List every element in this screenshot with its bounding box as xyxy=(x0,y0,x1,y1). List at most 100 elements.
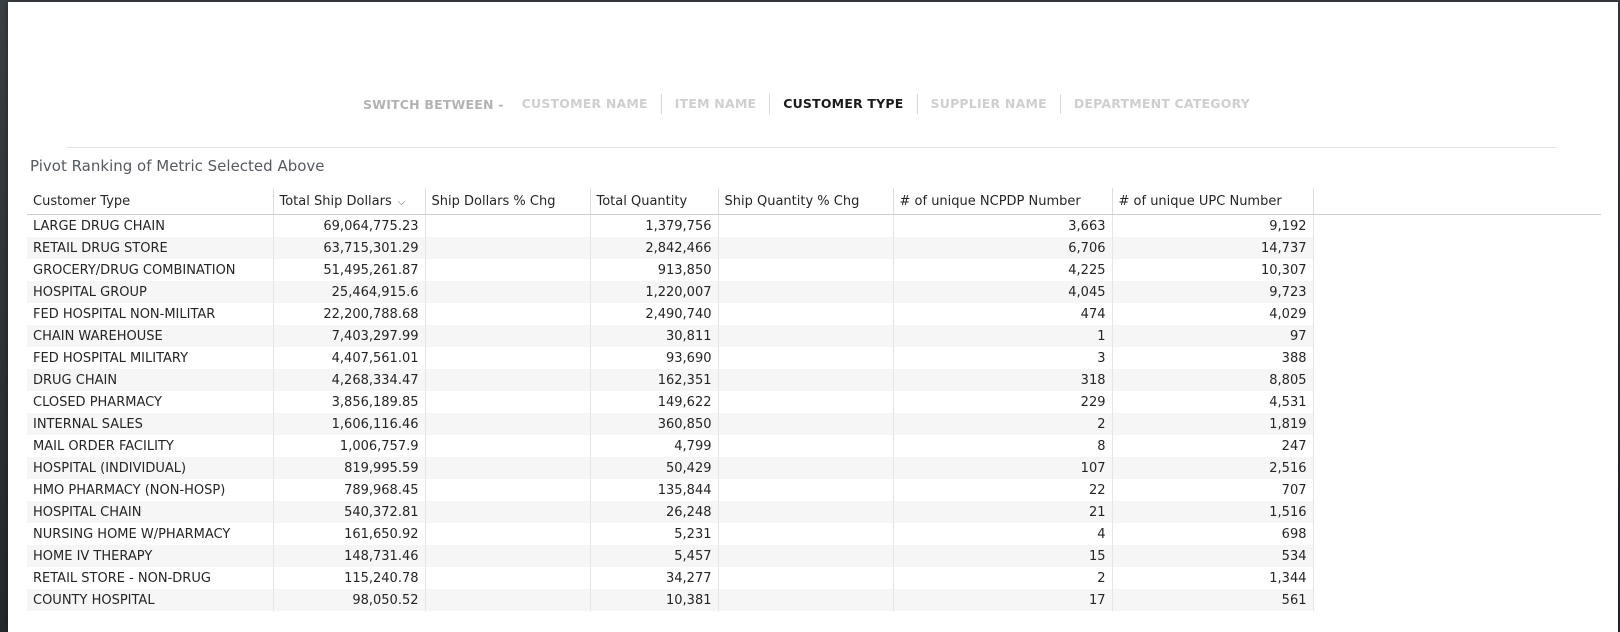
cell-ship-dollars-chg xyxy=(425,214,591,237)
column-header-unique-upc[interactable]: # of unique UPC Number xyxy=(1112,188,1314,215)
cell-unique-upc: 97 xyxy=(1112,325,1314,347)
cell-unique-ncpdp: 2 xyxy=(893,413,1113,435)
cell-customer-type: GROCERY/DRUG COMBINATION xyxy=(27,259,274,281)
cell-unique-ncpdp: 318 xyxy=(893,369,1113,391)
row-filler xyxy=(1313,545,1601,567)
table-body: LARGE DRUG CHAIN 69,064,775.23 1,379,756 3,… xyxy=(27,214,1601,611)
cell-total-quantity: 26,248 xyxy=(590,501,719,523)
cell-unique-ncpdp: 4,045 xyxy=(893,281,1113,303)
cell-unique-upc: 10,307 xyxy=(1112,259,1314,281)
cell-total-ship-dollars: 789,968.45 xyxy=(273,479,426,501)
cell-ship-dollars-chg xyxy=(425,281,591,303)
cell-customer-type: RETAIL DRUG STORE xyxy=(27,237,274,259)
table-row[interactable]: RETAIL STORE - NON-DRUG 115,240.78 34,277 2… xyxy=(27,567,1601,589)
cell-customer-type: MAIL ORDER FACILITY xyxy=(27,435,274,457)
cell-ship-quantity-chg xyxy=(718,567,894,589)
cell-unique-upc: 707 xyxy=(1112,479,1314,501)
table-row[interactable]: FED HOSPITAL MILITARY 4,407,561.01 93,690 3… xyxy=(27,347,1601,369)
cell-unique-ncpdp: 1 xyxy=(893,325,1113,347)
cell-total-quantity: 360,850 xyxy=(590,413,719,435)
tab-item-name[interactable]: ITEM NAME xyxy=(660,94,769,114)
cell-customer-type: DRUG CHAIN xyxy=(27,369,274,391)
cell-ship-dollars-chg xyxy=(425,457,591,479)
cell-ship-dollars-chg xyxy=(425,259,591,281)
tab-department-category[interactable]: DEPARTMENT CATEGORY xyxy=(1059,94,1263,114)
cell-ship-dollars-chg xyxy=(425,347,591,369)
cell-total-quantity: 1,379,756 xyxy=(590,214,719,237)
cell-total-ship-dollars: 98,050.52 xyxy=(273,589,426,611)
cell-total-ship-dollars: 22,200,788.68 xyxy=(273,303,426,325)
pivot-table: Customer Type Total Ship Dollars ⌵ Ship D… xyxy=(27,188,1601,611)
table-row[interactable]: HOSPITAL (INDIVIDUAL) 819,995.59 50,429 107… xyxy=(27,457,1601,479)
tab-customer-type[interactable]: CUSTOMER TYPE xyxy=(769,94,916,114)
cell-ship-dollars-chg xyxy=(425,523,591,545)
chevron-down-icon[interactable]: ⌵ xyxy=(397,196,406,208)
cell-total-quantity: 1,220,007 xyxy=(590,281,719,303)
column-header-total-quantity[interactable]: Total Quantity xyxy=(590,188,719,215)
table-row[interactable]: GROCERY/DRUG COMBINATION 51,495,261.87 913… xyxy=(27,259,1601,281)
table-row[interactable]: DRUG CHAIN 4,268,334.47 162,351 318 8,805 xyxy=(27,369,1601,391)
table-row[interactable]: CHAIN WAREHOUSE 7,403,297.99 30,811 1 97 xyxy=(27,325,1601,347)
cell-unique-ncpdp: 474 xyxy=(893,303,1113,325)
cell-ship-dollars-chg xyxy=(425,589,591,611)
column-header-customer-type[interactable]: Customer Type xyxy=(27,188,274,215)
row-filler xyxy=(1313,237,1601,259)
column-header-label: # of unique NCPDP Number xyxy=(899,193,1081,209)
cell-total-ship-dollars: 51,495,261.87 xyxy=(273,259,426,281)
cell-total-quantity: 135,844 xyxy=(590,479,719,501)
table-header-row: Customer Type Total Ship Dollars ⌵ Ship D… xyxy=(27,188,1601,215)
cell-unique-upc: 9,723 xyxy=(1112,281,1314,303)
cell-unique-upc: 4,029 xyxy=(1112,303,1314,325)
cell-ship-dollars-chg xyxy=(425,369,591,391)
column-header-ship-dollars-chg[interactable]: Ship Dollars % Chg xyxy=(425,188,591,215)
cell-ship-quantity-chg xyxy=(718,303,894,325)
table-row[interactable]: COUNTY HOSPITAL 98,050.52 10,381 17 561 xyxy=(27,589,1601,611)
row-filler xyxy=(1313,501,1601,523)
column-header-unique-ncpdp[interactable]: # of unique NCPDP Number xyxy=(893,188,1113,215)
cell-customer-type: CHAIN WAREHOUSE xyxy=(27,325,274,347)
row-filler xyxy=(1313,215,1601,238)
cell-total-quantity: 4,799 xyxy=(590,435,719,457)
column-header-total-ship-dollars[interactable]: Total Ship Dollars ⌵ xyxy=(273,188,426,215)
table-row[interactable]: MAIL ORDER FACILITY 1,006,757.9 4,799 8 247 xyxy=(27,435,1601,457)
table-row[interactable]: HOME IV THERAPY 148,731.46 5,457 15 534 xyxy=(27,545,1601,567)
cell-total-ship-dollars: 63,715,301.29 xyxy=(273,237,426,259)
tab-supplier-name[interactable]: SUPPLIER NAME xyxy=(916,94,1060,114)
table-row[interactable]: HMO PHARMACY (NON-HOSP) 789,968.45 135,844… xyxy=(27,479,1601,501)
row-filler xyxy=(1313,391,1601,413)
cell-total-ship-dollars: 7,403,297.99 xyxy=(273,325,426,347)
table-row[interactable]: HOSPITAL GROUP 25,464,915.6 1,220,007 4,045… xyxy=(27,281,1601,303)
cell-total-ship-dollars: 161,650.92 xyxy=(273,523,426,545)
pivot-table-container[interactable]: Customer Type Total Ship Dollars ⌵ Ship D… xyxy=(27,188,1601,618)
cell-ship-quantity-chg xyxy=(718,457,894,479)
cell-unique-upc: 1,819 xyxy=(1112,413,1314,435)
table-row[interactable]: CLOSED PHARMACY 3,856,189.85 149,622 229 4,5… xyxy=(27,391,1601,413)
cell-customer-type: HOME IV THERAPY xyxy=(27,545,274,567)
cell-ship-dollars-chg xyxy=(425,545,591,567)
row-filler xyxy=(1313,589,1601,611)
table-row[interactable]: RETAIL DRUG STORE 63,715,301.29 2,842,466 6… xyxy=(27,237,1601,259)
cell-ship-dollars-chg xyxy=(425,325,591,347)
table-row[interactable]: INTERNAL SALES 1,606,116.46 360,850 2 1,819 xyxy=(27,413,1601,435)
table-row[interactable]: HOSPITAL CHAIN 540,372.81 26,248 21 1,516 xyxy=(27,501,1601,523)
cell-total-ship-dollars: 148,731.46 xyxy=(273,545,426,567)
column-header-ship-quantity-chg[interactable]: Ship Quantity % Chg xyxy=(718,188,894,215)
table-row[interactable]: NURSING HOME W/PHARMACY 161,650.92 5,231 4 6… xyxy=(27,523,1601,545)
cell-total-ship-dollars: 819,995.59 xyxy=(273,457,426,479)
cell-ship-quantity-chg xyxy=(718,237,894,259)
cell-ship-quantity-chg xyxy=(718,369,894,391)
cell-customer-type: LARGE DRUG CHAIN xyxy=(27,214,274,237)
cell-unique-ncpdp: 21 xyxy=(893,501,1113,523)
cell-ship-quantity-chg xyxy=(718,259,894,281)
cell-ship-quantity-chg xyxy=(718,347,894,369)
tab-customer-name[interactable]: CUSTOMER NAME xyxy=(521,96,648,111)
table-row[interactable]: LARGE DRUG CHAIN 69,064,775.23 1,379,756 3,… xyxy=(27,214,1601,238)
cell-total-ship-dollars: 4,268,334.47 xyxy=(273,369,426,391)
cell-total-quantity: 913,850 xyxy=(590,259,719,281)
row-filler xyxy=(1313,457,1601,479)
cell-customer-type: HOSPITAL CHAIN xyxy=(27,501,274,523)
cell-unique-ncpdp: 4 xyxy=(893,523,1113,545)
cell-unique-ncpdp: 229 xyxy=(893,391,1113,413)
column-header-label: Ship Quantity % Chg xyxy=(724,193,860,209)
table-row[interactable]: FED HOSPITAL NON-MILITAR 22,200,788.68 2,4… xyxy=(27,303,1601,325)
